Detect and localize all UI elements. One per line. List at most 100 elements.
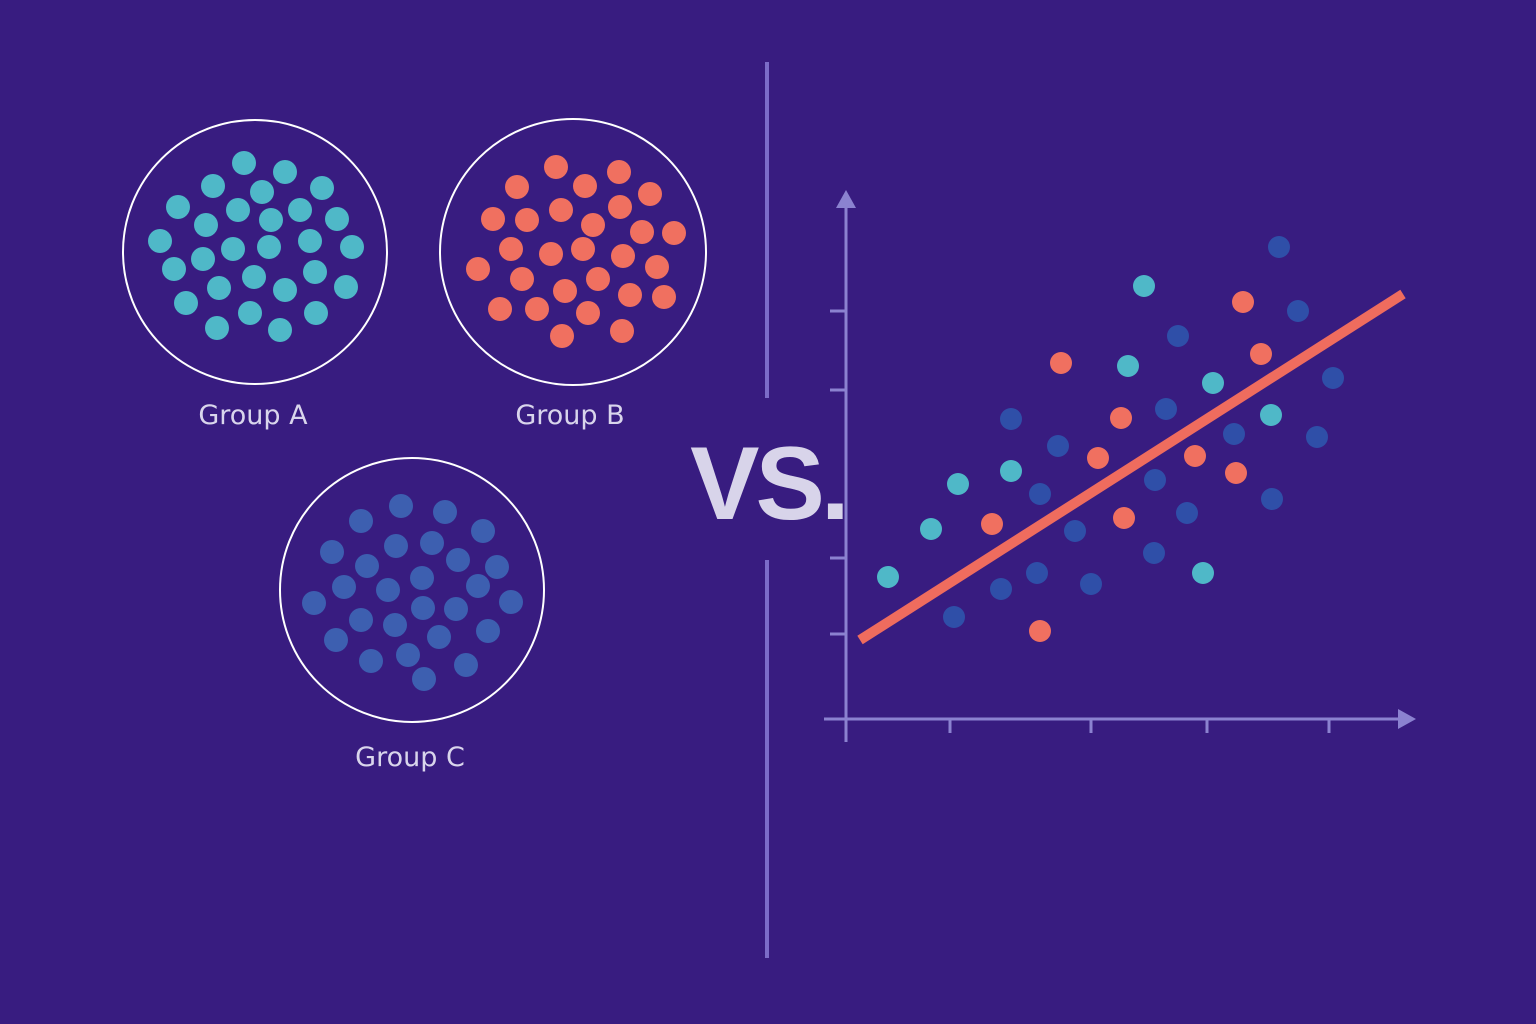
x-arrow	[1398, 709, 1416, 729]
dot	[444, 597, 468, 621]
dot	[1250, 343, 1272, 365]
dot	[166, 195, 190, 219]
dot	[359, 649, 383, 673]
dot	[1202, 372, 1224, 394]
dot	[586, 267, 610, 291]
group-circle	[279, 457, 545, 723]
group-label: Group B	[515, 400, 624, 431]
dot	[376, 578, 400, 602]
dot	[298, 229, 322, 253]
dot	[662, 221, 686, 245]
dot	[1306, 426, 1328, 448]
dot	[454, 653, 478, 677]
dot	[433, 500, 457, 524]
dot	[485, 555, 509, 579]
dot	[340, 235, 364, 259]
dot	[645, 255, 669, 279]
dot	[310, 176, 334, 200]
dot	[1144, 469, 1166, 491]
dot	[1176, 502, 1198, 524]
dot	[1113, 507, 1135, 529]
dot	[412, 667, 436, 691]
dot	[1225, 462, 1247, 484]
trend-line	[857, 289, 1406, 645]
dot	[1080, 573, 1102, 595]
dot	[1050, 352, 1072, 374]
dot	[553, 279, 577, 303]
dot	[226, 198, 250, 222]
dot	[1155, 398, 1177, 420]
dot	[981, 513, 1003, 535]
dot	[877, 566, 899, 588]
dot	[420, 531, 444, 555]
dot	[1064, 520, 1086, 542]
dot	[652, 285, 676, 309]
dot	[1000, 460, 1022, 482]
dot	[304, 301, 328, 325]
dot	[288, 198, 312, 222]
dot	[1087, 447, 1109, 469]
dot	[638, 182, 662, 206]
dot	[499, 590, 523, 614]
group-circle	[439, 118, 707, 386]
y-arrow	[836, 190, 856, 208]
dot	[539, 242, 563, 266]
dot	[302, 591, 326, 615]
dot	[1232, 291, 1254, 313]
dot	[1322, 367, 1344, 389]
dot	[618, 283, 642, 307]
dot	[238, 301, 262, 325]
group-label: Group A	[198, 400, 308, 431]
dot	[1184, 445, 1206, 467]
dot	[1110, 407, 1132, 429]
dot	[610, 319, 634, 343]
group-label: Group C	[355, 742, 465, 773]
dot	[446, 548, 470, 572]
dot	[411, 596, 435, 620]
dot	[920, 518, 942, 540]
dot	[544, 155, 568, 179]
dot	[611, 244, 635, 268]
dot	[257, 235, 281, 259]
dot	[608, 195, 632, 219]
dot	[273, 160, 297, 184]
axes	[824, 190, 1416, 742]
dot	[1287, 300, 1309, 322]
dot	[571, 237, 595, 261]
dot	[320, 540, 344, 564]
dot	[324, 628, 348, 652]
dot	[273, 278, 297, 302]
dot	[515, 208, 539, 232]
dot	[162, 257, 186, 281]
dot	[1029, 483, 1051, 505]
dot	[325, 207, 349, 231]
dot	[349, 509, 373, 533]
dot	[1026, 562, 1048, 584]
dot	[201, 174, 225, 198]
dot	[499, 237, 523, 261]
group-circle	[122, 119, 388, 385]
dot	[410, 566, 434, 590]
dots	[148, 151, 1344, 691]
dot	[1260, 404, 1282, 426]
dot	[207, 276, 231, 300]
dot	[396, 643, 420, 667]
dot	[990, 578, 1012, 600]
dot	[232, 151, 256, 175]
dot	[476, 619, 500, 643]
dot	[383, 613, 407, 637]
dot	[1268, 236, 1290, 258]
dot	[221, 237, 245, 261]
dot	[1133, 275, 1155, 297]
dot	[1167, 325, 1189, 347]
versus-text: VS.	[690, 426, 846, 542]
dot	[581, 213, 605, 237]
dot	[573, 174, 597, 198]
dot	[510, 267, 534, 291]
dot	[505, 175, 529, 199]
dot	[466, 574, 490, 598]
dot	[630, 220, 654, 244]
dot	[1192, 562, 1214, 584]
dot	[466, 257, 490, 281]
